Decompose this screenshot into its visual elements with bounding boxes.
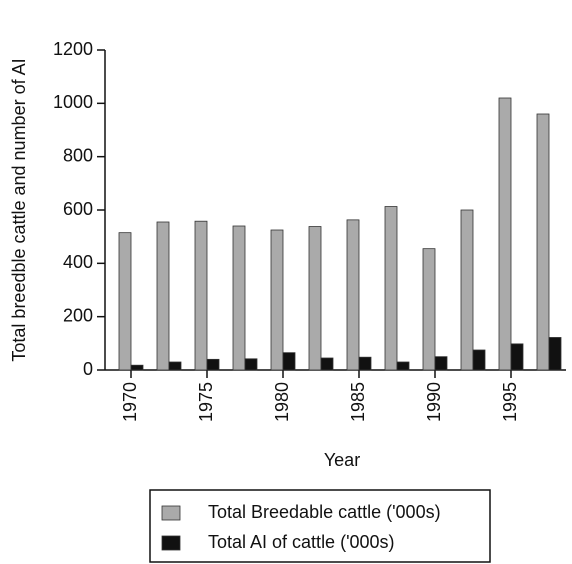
y-tick-label: 800 [63,145,93,165]
x-tick-label: 1970 [120,382,140,422]
bar [422,248,436,371]
bar [168,361,182,371]
bar [396,361,410,371]
x-axis-label: Year [324,450,360,470]
y-tick-label: 600 [63,199,93,219]
legend-swatch [161,505,181,521]
bar [130,364,144,371]
x-tick-label: 1980 [272,382,292,422]
bar [358,356,372,371]
bar [472,349,486,371]
bar [308,226,322,371]
bar [282,352,296,371]
bar [346,219,360,371]
legend-label: Total AI of cattle ('000s) [208,532,395,552]
x-tick-label: 1975 [196,382,216,422]
bar [510,343,524,371]
x-tick-label: 1990 [424,382,444,422]
y-tick-label: 1000 [53,92,93,112]
bar [460,209,474,371]
y-tick-label: 1200 [53,39,93,59]
bar [156,221,170,371]
bar [498,97,512,371]
bar [434,356,448,371]
legend-label: Total Breedable cattle ('000s) [208,502,441,522]
bar [548,337,562,371]
y-axis-label: Total breedble cattle and number of AI [9,58,29,361]
y-tick-label: 0 [83,359,93,379]
bar [206,358,220,371]
legend-swatch [161,535,181,551]
bar [118,232,132,371]
bar [244,358,258,371]
x-tick-label: 1985 [348,382,368,422]
bar [384,206,398,371]
bar [536,113,550,371]
bar [320,357,334,371]
y-tick-label: 400 [63,252,93,272]
bar [270,229,284,371]
y-tick-label: 200 [63,305,93,325]
legend-box [149,489,491,563]
x-tick-label: 1995 [500,382,520,422]
bar [194,220,208,371]
bar [232,225,246,371]
